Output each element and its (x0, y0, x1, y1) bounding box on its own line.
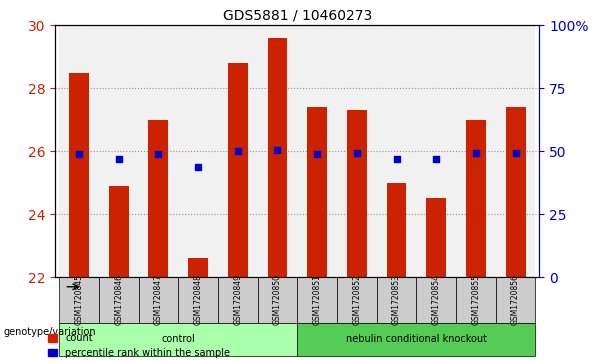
Text: GSM1720851: GSM1720851 (313, 274, 322, 325)
Bar (59, 277, 99, 323)
Bar (257, 277, 297, 323)
Point (273, 147, 283, 152)
Text: GSM1720848: GSM1720848 (194, 274, 202, 325)
Bar (267, 38, 287, 277)
Bar (178, 277, 218, 323)
Bar (416, 277, 456, 323)
Bar (297, 25, 337, 277)
Point (312, 151, 322, 157)
Point (193, 164, 203, 170)
Point (153, 151, 163, 157)
Text: GSM1720856: GSM1720856 (511, 274, 520, 325)
Text: GSM1720850: GSM1720850 (273, 274, 282, 325)
Point (114, 156, 124, 162)
Bar (148, 120, 169, 277)
Bar (218, 277, 257, 323)
Text: GSM1720854: GSM1720854 (432, 274, 441, 325)
Bar (337, 277, 377, 323)
Bar (297, 277, 337, 323)
Bar (188, 258, 208, 277)
Point (74, 151, 84, 157)
Bar (337, 25, 377, 277)
Bar (456, 25, 496, 277)
Bar (377, 277, 416, 323)
Point (511, 150, 520, 156)
Text: genotype/variation: genotype/variation (3, 327, 96, 337)
Bar (297, 323, 536, 356)
Bar (139, 25, 178, 277)
Bar (347, 110, 367, 277)
Bar (506, 107, 525, 277)
Point (352, 150, 362, 156)
Text: GSM1720847: GSM1720847 (154, 274, 163, 325)
Point (432, 156, 441, 162)
Bar (228, 63, 248, 277)
Bar (59, 25, 99, 277)
Text: control: control (161, 334, 195, 344)
Bar (307, 107, 327, 277)
Bar (257, 25, 297, 277)
Bar (456, 277, 496, 323)
Text: GSM1720846: GSM1720846 (114, 274, 123, 325)
Bar (496, 277, 536, 323)
Text: GSM1720853: GSM1720853 (392, 274, 401, 325)
Point (392, 156, 402, 162)
Point (233, 148, 243, 154)
Bar (109, 186, 129, 277)
Bar (59, 323, 297, 356)
Text: GSM1720849: GSM1720849 (234, 274, 242, 325)
Legend: count, percentile rank within the sample: count, percentile rank within the sample (48, 333, 230, 358)
Text: nebulin conditional knockout: nebulin conditional knockout (346, 334, 487, 344)
Bar (426, 199, 446, 277)
Bar (387, 183, 406, 277)
Bar (218, 25, 257, 277)
Bar (99, 25, 139, 277)
Bar (139, 277, 178, 323)
Bar (416, 25, 456, 277)
Text: GSM1720855: GSM1720855 (471, 274, 481, 325)
Text: GSM1720852: GSM1720852 (352, 274, 361, 325)
Bar (496, 25, 536, 277)
Bar (466, 120, 486, 277)
Bar (178, 25, 218, 277)
Bar (69, 73, 89, 277)
Bar (99, 277, 139, 323)
Bar (377, 25, 416, 277)
Text: GSM1720845: GSM1720845 (75, 274, 83, 325)
Title: GDS5881 / 10460273: GDS5881 / 10460273 (223, 9, 372, 23)
Point (471, 150, 481, 156)
